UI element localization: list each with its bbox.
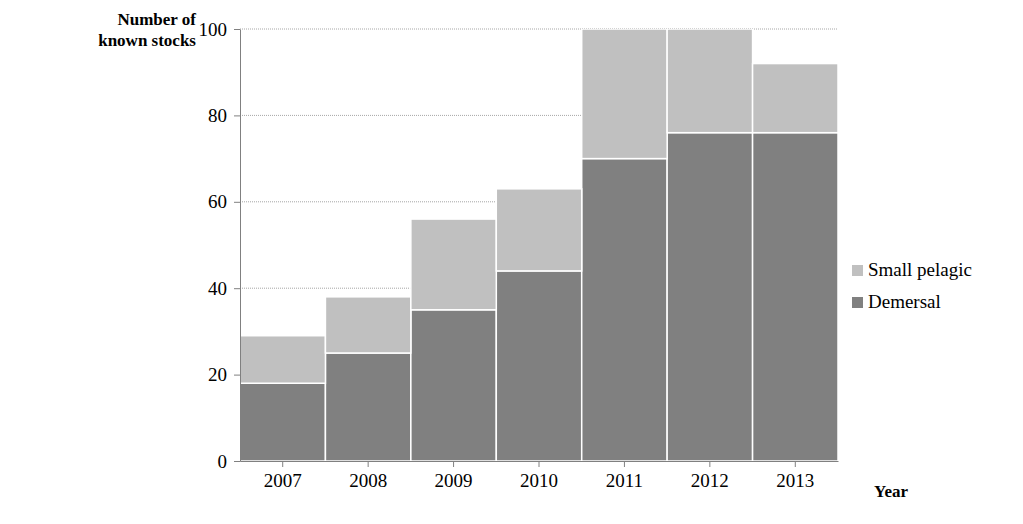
tick: 2009	[435, 461, 473, 491]
tick: 2013	[776, 461, 814, 491]
bar	[411, 219, 496, 310]
tick-label: 2007	[264, 470, 302, 491]
bar	[411, 310, 496, 461]
bar	[753, 133, 838, 461]
legend-swatch	[852, 297, 863, 308]
tick: 2010	[520, 461, 558, 491]
tick-label: 2011	[606, 470, 643, 491]
tick-mark	[234, 461, 240, 462]
bar	[240, 336, 325, 384]
tick: 2012	[691, 461, 729, 491]
tick-label: 2008	[349, 470, 387, 491]
tick-label: 40	[208, 278, 227, 299]
grid	[240, 29, 838, 461]
bar	[325, 297, 410, 353]
bars	[240, 29, 838, 461]
axis-line	[240, 30, 241, 462]
bar	[496, 271, 581, 461]
tick: 40	[208, 278, 240, 299]
legend-swatch	[852, 265, 863, 276]
bar	[240, 383, 325, 461]
legend-label: Demersal	[868, 291, 941, 312]
tick-mark	[539, 461, 540, 467]
tick-label: 2010	[520, 470, 558, 491]
tick-mark	[234, 29, 240, 30]
tick-label: 20	[208, 364, 227, 385]
tick-mark	[453, 461, 454, 467]
plot: 0 20 40 60 80 100 2007 2008 2009 2010 2011 2012 2013	[199, 19, 839, 492]
tick-mark	[709, 461, 710, 467]
tick-label: 60	[208, 191, 227, 212]
legend: Small pelagic Demersal	[852, 259, 972, 312]
bar	[582, 159, 667, 461]
axis-title: Year	[874, 482, 908, 501]
bar	[325, 353, 410, 461]
tick: 100	[199, 19, 241, 40]
bar	[753, 64, 838, 133]
tick-label: 0	[218, 451, 228, 472]
tick-mark	[368, 461, 369, 467]
bar	[496, 189, 581, 271]
tick: 60	[208, 191, 240, 212]
bar	[667, 29, 752, 133]
chart: 0 20 40 60 80 100 2007 2008 2009 2010 2011 2012 2013…	[0, 0, 1023, 524]
tick-mark	[624, 461, 625, 467]
bar	[667, 133, 752, 461]
tick-mark	[234, 375, 240, 376]
legend-label: Small pelagic	[868, 259, 972, 280]
tick-mark	[795, 461, 796, 467]
tick: 2008	[349, 461, 387, 491]
tick-mark	[234, 202, 240, 203]
tick: 80	[208, 105, 240, 126]
tick: 2007	[264, 461, 302, 491]
tick: 20	[208, 364, 240, 385]
x-axis: 2007 2008 2009 2010 2011 2012 2013	[241, 461, 839, 491]
tick-mark	[234, 288, 240, 289]
y-axis: 0 20 40 60 80 100	[199, 19, 241, 472]
tick-label: 100	[199, 19, 228, 40]
tick-label: 2012	[691, 470, 729, 491]
tick-mark	[282, 461, 283, 467]
tick-label: 80	[208, 105, 227, 126]
bar	[582, 29, 667, 159]
tick-label: 2013	[776, 470, 814, 491]
tick: 0	[218, 451, 241, 472]
tick-mark	[234, 115, 240, 116]
tick: 2011	[606, 461, 643, 491]
tick-label: 2009	[435, 470, 473, 491]
axis-title: Number ofknown stocks	[98, 10, 196, 50]
